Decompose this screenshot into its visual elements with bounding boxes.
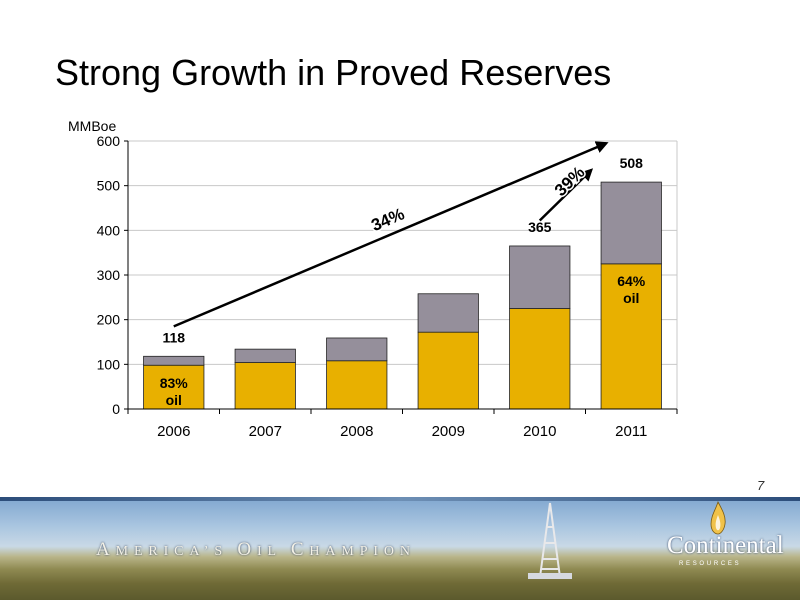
y-tick-label: 200 bbox=[97, 312, 121, 328]
brand-subtitle: RESOURCES bbox=[679, 561, 742, 567]
bar-gas bbox=[234, 348, 296, 363]
data-label: 365 bbox=[528, 219, 552, 235]
tagline-initial: C bbox=[290, 539, 310, 560]
bar-gas bbox=[417, 293, 479, 333]
bar-gas bbox=[326, 337, 388, 362]
banner-stripe bbox=[0, 497, 800, 501]
y-tick-label: 600 bbox=[97, 133, 121, 149]
tagline: AMERICA’S OIL CHAMPION bbox=[96, 539, 416, 561]
y-tick-label: 100 bbox=[97, 356, 121, 372]
y-tick-label: 500 bbox=[97, 178, 121, 194]
page-number: 7 bbox=[757, 478, 765, 493]
bar-gas bbox=[143, 355, 205, 366]
drilling-rig-icon bbox=[528, 502, 572, 579]
slide-title: Strong Growth in Proved Reserves bbox=[55, 52, 612, 93]
x-tick-label: 2006 bbox=[157, 423, 190, 440]
tagline-word-rest: HAMPION bbox=[309, 544, 416, 559]
bar-oil bbox=[509, 308, 571, 410]
bar-gas bbox=[509, 245, 571, 309]
x-tick-label: 2010 bbox=[523, 423, 556, 440]
data-label: 118 bbox=[162, 329, 185, 345]
tagline-initial: A bbox=[96, 539, 116, 560]
oil-share-label: oil bbox=[623, 290, 639, 306]
bar-oil bbox=[417, 331, 479, 410]
tagline-word-rest: MERICA’S bbox=[115, 544, 238, 559]
bar-oil bbox=[600, 263, 662, 410]
growth-arrow bbox=[173, 141, 609, 328]
tagline-initial: O bbox=[237, 539, 257, 560]
brand-name: Continental bbox=[667, 532, 784, 559]
bar-oil bbox=[326, 360, 388, 410]
x-tick-label: 2011 bbox=[615, 423, 647, 440]
x-tick-label: 2007 bbox=[249, 423, 282, 440]
x-tick-label: 2009 bbox=[432, 423, 465, 440]
oil-share-label: 83% bbox=[160, 375, 189, 391]
x-tick-label: 2008 bbox=[340, 423, 373, 440]
tagline-word-rest: IL bbox=[256, 544, 291, 559]
growth-rate-label: 39% bbox=[551, 163, 589, 200]
growth-arrow bbox=[538, 168, 594, 222]
bar-gas bbox=[600, 181, 662, 265]
y-tick-label: 0 bbox=[112, 401, 120, 417]
bar-oil bbox=[234, 362, 296, 410]
oil-share-label: oil bbox=[166, 392, 182, 408]
reserves-chart: MMBoe 0 100 200 300 400 500 600 2006 2007 2008 20… bbox=[68, 118, 678, 440]
oil-share-label: 64% bbox=[617, 273, 646, 289]
y-tick-label: 300 bbox=[97, 267, 121, 283]
y-axis-label: MMBoe bbox=[68, 118, 116, 134]
flame-logo-icon bbox=[710, 501, 726, 535]
data-label: 508 bbox=[620, 155, 644, 171]
y-tick-label: 400 bbox=[97, 222, 121, 238]
footer-banner: AMERICA’S OIL CHAMPION Continental RESOU… bbox=[0, 497, 800, 600]
